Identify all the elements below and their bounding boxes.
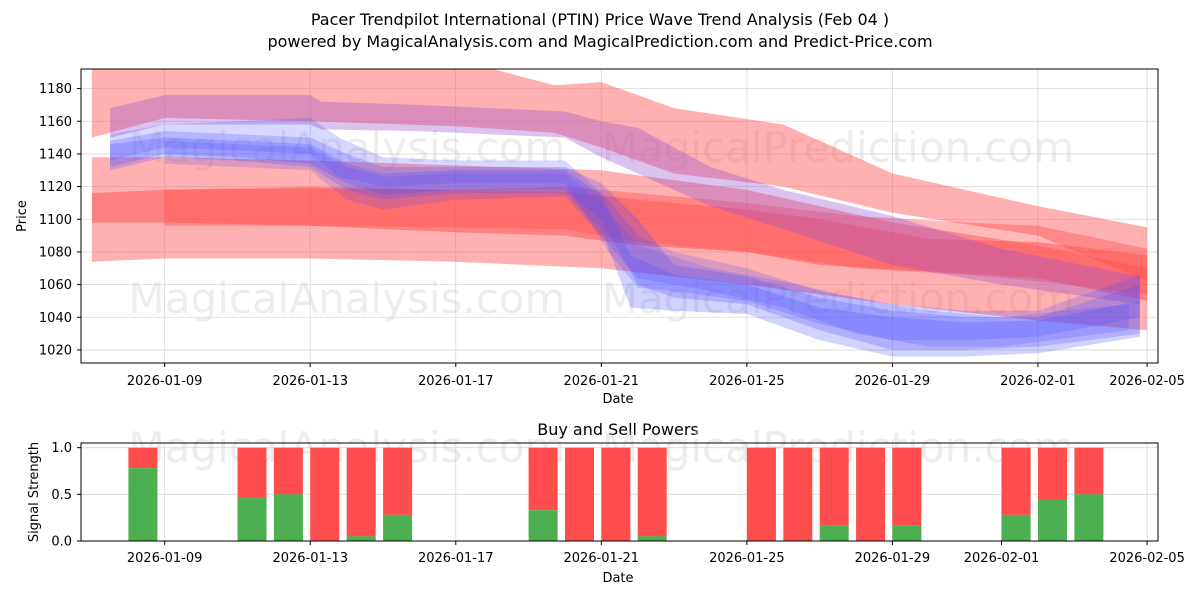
sell-power-bar [310,447,340,541]
price-plot-frame [80,68,1159,364]
chart-title-line1: Pacer Trendpilot International (PTIN) Pr… [311,10,889,29]
buy-power-bar [128,468,158,541]
buy-power-bar [1074,494,1104,541]
price-bands [91,69,1148,357]
price-band-red-mid-1 [91,188,1148,301]
signal-y-tick-label: 1.0 [51,441,72,456]
signal-x-tick-label: 2026-01-21 [564,551,640,566]
price-x-tick-label: 2026-01-13 [272,374,348,389]
signal-y-axis: 0.0 0.5 1.0 [51,441,81,550]
price-y-tick-label: 1060 [39,278,72,293]
price-x-tick-label: 2026-02-01 [1000,374,1076,389]
sell-power-bar [273,447,303,495]
signal-x-tick-label: 2026-01-29 [855,551,931,566]
price-y-tick-label: 1160 [39,115,72,130]
buy-power-bar [1001,514,1031,541]
buy-power-bar [1038,499,1067,541]
signal-x-tick-label: 2026-01-25 [709,551,785,566]
signal-x-axis-label: Date [602,571,633,586]
buy-power-bar [237,498,267,541]
price-band-violet-top [110,95,1140,305]
sell-power-bar [1038,447,1067,499]
price-band-blue-4 [164,140,1129,347]
sell-power-bar [1074,447,1104,495]
sell-power-bar [746,447,776,541]
price-y-axis-label: Price [15,200,30,232]
signal-x-tick-label: 2026-01-09 [127,551,203,566]
signal-x-tick-label: 2026-02-01 [964,551,1040,566]
price-y-tick-label: 1020 [39,343,72,358]
price-x-tick-label: 2026-01-29 [855,374,931,389]
sell-power-bar [383,447,413,515]
buy-power-bar [892,525,922,541]
price-y-tick-label: 1140 [39,147,72,162]
price-y-tick-label: 1180 [39,82,72,97]
signal-y-tick-label: 0.5 [51,488,72,503]
price-band-blue-2 [110,137,1140,357]
signal-x-axis: 2026-01-09 2026-01-13 2026-01-17 2026-01-21… [127,541,1185,566]
signal-chart-title: Buy and Sell Powers [537,420,699,439]
price-band-blue-3 [110,118,1140,341]
signal-x-tick-label: 2026-01-13 [272,551,348,566]
signal-plot-frame [80,442,1159,542]
price-x-tick-label: 2026-01-09 [127,374,203,389]
buy-power-bar [346,536,376,541]
buy-power-bar [637,536,667,541]
sell-power-bar [1001,447,1031,515]
sell-power-bar [601,447,631,541]
signal-bars [128,447,1104,541]
price-y-axis: 1020 1040 1060 1080 1100 1120 1140 1160 1180 [39,82,81,358]
price-band-red-mid-2 [164,186,1148,295]
watermark-analysis-1: MagicalAnalysis.com [129,123,566,172]
sell-power-bar [856,447,886,541]
sell-power-bar [892,447,922,526]
price-y-tick-label: 1120 [39,180,72,195]
price-y-tick-label: 1040 [39,311,72,326]
sell-power-bar [528,447,558,511]
price-band-red-wide-upper [91,69,1148,282]
price-x-axis: 2026-01-09 2026-01-13 2026-01-17 2026-01-21… [127,363,1185,389]
price-y-tick-label: 1080 [39,245,72,260]
sell-power-bar [346,447,376,537]
buy-power-bar [273,494,303,541]
sell-power-bar [128,447,158,469]
buy-power-bar [528,510,558,541]
price-x-tick-label: 2026-01-21 [564,374,640,389]
watermark-prediction-1: MagicalPrediction.com [602,123,1075,172]
sell-power-bar [637,447,667,537]
price-watermarks: MagicalAnalysis.com MagicalPrediction.co… [129,123,1075,323]
price-band-blue-1 [110,131,1140,350]
watermark-analysis-2: MagicalAnalysis.com [129,274,566,323]
signal-watermarks: MagicalAnalysis.com MagicalPrediction.co… [129,423,1075,472]
sell-power-bar [783,447,813,541]
price-x-tick-label: 2026-01-17 [418,374,494,389]
signal-y-tick-label: 0.0 [51,535,72,550]
sell-power-bar [819,447,849,526]
price-x-axis-label: Date [602,392,633,407]
sell-power-bar [237,447,267,499]
signal-y-axis-label: Signal Strength [27,442,42,542]
sell-power-bar [565,447,594,541]
chart-title-line2: powered by MagicalAnalysis.com and Magic… [267,32,932,51]
price-x-tick-label: 2026-02-05 [1109,374,1185,389]
signal-x-tick-label: 2026-02-05 [1109,551,1185,566]
price-x-tick-label: 2026-01-25 [709,374,785,389]
buy-power-bar [819,525,849,541]
buy-power-bar [383,514,413,541]
price-y-tick-label: 1100 [39,213,72,228]
watermark-prediction-2: MagicalPrediction.com [602,274,1075,323]
signal-x-tick-label: 2026-01-17 [418,551,494,566]
